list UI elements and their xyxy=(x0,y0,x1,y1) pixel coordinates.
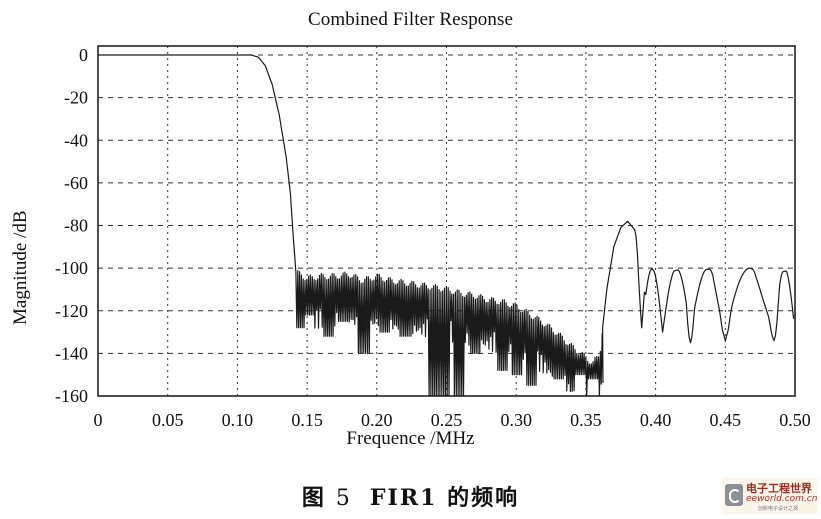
x-axis-ticks: 0 0.05 0.10 0.15 0.20 0.25 0.30 0.35 0.40 0.45 0.5… xyxy=(94,410,811,430)
y-axis-ticks: 0 -20 -40 -60 -80 -100 -120 -140 -160 xyxy=(55,45,88,406)
caption-text: FIR1 的频响 xyxy=(369,485,520,511)
x-tick-label: 0.05 xyxy=(152,410,184,430)
y-tick-label: -20 xyxy=(64,88,88,108)
plot-frame xyxy=(97,45,796,397)
y-tick-label: -160 xyxy=(55,386,88,406)
y-tick-label: 0 xyxy=(79,45,88,65)
y-axis-label: Magnitude /dB xyxy=(10,210,31,325)
watermark-cn: 电子工程世界 xyxy=(746,482,812,495)
x-tick-label: 0.20 xyxy=(361,410,393,430)
x-tick-label: 0.10 xyxy=(222,410,254,430)
response-curve xyxy=(98,54,795,397)
x-tick-label: 0.50 xyxy=(779,410,811,430)
y-tick-label: -80 xyxy=(64,216,88,236)
x-tick-label: 0.35 xyxy=(570,410,602,430)
x-tick-label: 0.45 xyxy=(710,410,742,430)
watermark-sub: 创新电子设计之源 xyxy=(758,506,799,512)
grid-lines xyxy=(98,46,795,396)
x-tick-label: 0 xyxy=(94,410,103,430)
x-tick-label: 0.25 xyxy=(431,410,463,430)
eeworld-watermark: 电子工程世界 eeworld.com.cn 创新电子设计之源 xyxy=(722,478,817,514)
x-tick-label: 0.30 xyxy=(500,410,532,430)
x-axis-label: Frequence /MHz xyxy=(346,428,475,449)
y-tick-label: -40 xyxy=(64,130,88,150)
figure-caption: 图 5 FIR1 的频响 xyxy=(0,480,821,512)
caption-prefix: 图 xyxy=(301,485,326,511)
x-tick-label: 0.40 xyxy=(640,410,672,430)
magnitude-line xyxy=(98,54,795,397)
y-tick-label: -100 xyxy=(55,258,88,278)
y-tick-label: -140 xyxy=(55,343,88,363)
watermark-en: eeworld.com.cn xyxy=(746,494,818,504)
chart-title: Combined Filter Response xyxy=(307,9,514,30)
eeworld-logo-icon xyxy=(725,484,743,506)
caption-number: 5 xyxy=(335,486,352,511)
y-tick-label: -120 xyxy=(55,301,88,321)
x-tick-label: 0.15 xyxy=(291,410,323,430)
y-tick-label: -60 xyxy=(64,173,88,193)
